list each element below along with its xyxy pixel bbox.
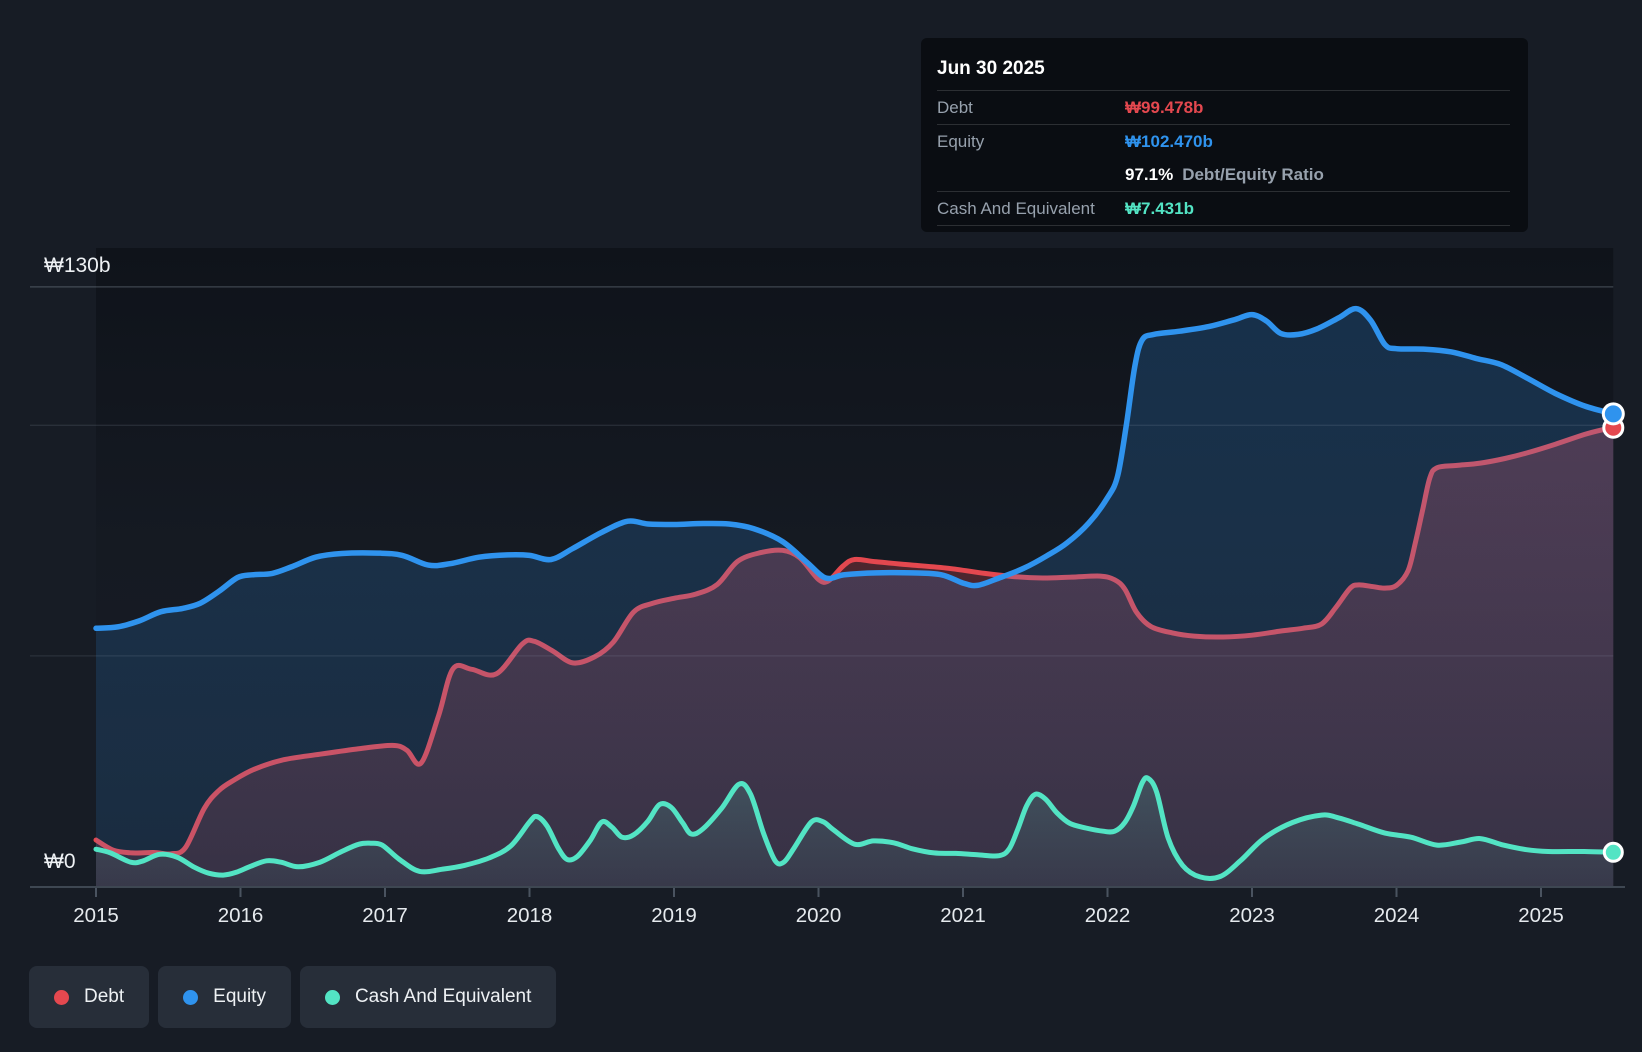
legend-item-debt[interactable]: Debt	[29, 966, 150, 1028]
x-label-2024: 2024	[1374, 904, 1420, 927]
tooltip-equity-value: ₩102.470b	[1125, 131, 1213, 151]
x-label-2022: 2022	[1085, 904, 1131, 927]
y-label-max: ₩130b	[44, 254, 111, 277]
tooltip-ratio-row: 97.1% Debt/Equity Ratio	[937, 158, 1510, 192]
x-label-2021: 2021	[940, 904, 986, 927]
chart-legend: Debt Equity Cash And Equivalent	[29, 966, 557, 1028]
equity-dot-icon	[183, 989, 199, 1005]
end-dot-cash-and-equivalent	[1602, 841, 1624, 863]
tooltip-ratio-label: Debt/Equity Ratio	[1182, 164, 1324, 184]
legend-equity-label: Equity	[213, 986, 266, 1007]
cash-dot-icon	[324, 989, 340, 1005]
cash-line	[93, 775, 1616, 881]
legend-cash-label: Cash And Equivalent	[354, 986, 532, 1007]
tooltip-debt-row: Debt ₩99.478b	[937, 91, 1510, 125]
x-label-2017: 2017	[362, 904, 408, 927]
x-label-2015: 2015	[73, 904, 119, 927]
x-label-2023: 2023	[1229, 904, 1275, 927]
legend-item-equity[interactable]: Equity	[158, 966, 291, 1028]
tooltip-debt-value: ₩99.478b	[1125, 97, 1204, 117]
equity-line	[93, 305, 1617, 632]
x-label-2019: 2019	[651, 904, 697, 927]
debt-dot-icon	[54, 989, 69, 1005]
x-label-2025: 2025	[1518, 904, 1564, 927]
chart-tooltip: Jun 30 2025 Debt ₩99.478b Equity ₩102.47…	[921, 38, 1528, 232]
x-label-2020: 2020	[796, 904, 842, 927]
tooltip-equity-row: Equity ₩102.470b	[937, 125, 1510, 158]
y-label-zero: ₩0	[44, 850, 76, 873]
x-label-2018: 2018	[507, 904, 553, 927]
x-label-2016: 2016	[218, 904, 264, 927]
tooltip-equity-label: Equity	[937, 131, 985, 151]
tooltip-cash-label: Cash And Equivalent	[937, 198, 1095, 218]
cash-area	[96, 777, 1614, 887]
tooltip-cash-value: ₩7.431b	[1125, 198, 1194, 218]
end-dot-equity	[1601, 402, 1625, 426]
equity-area	[96, 308, 1614, 887]
legend-item-cash[interactable]: Cash And Equivalent	[299, 966, 557, 1028]
legend-debt-label: Debt	[84, 986, 125, 1007]
tooltip-date: Jun 30 2025	[937, 48, 1510, 91]
tooltip-cash-row: Cash And Equivalent ₩7.431b	[937, 192, 1510, 226]
tooltip-ratio-value: 97.1%	[1125, 164, 1174, 184]
tooltip-debt-label: Debt	[937, 97, 973, 117]
